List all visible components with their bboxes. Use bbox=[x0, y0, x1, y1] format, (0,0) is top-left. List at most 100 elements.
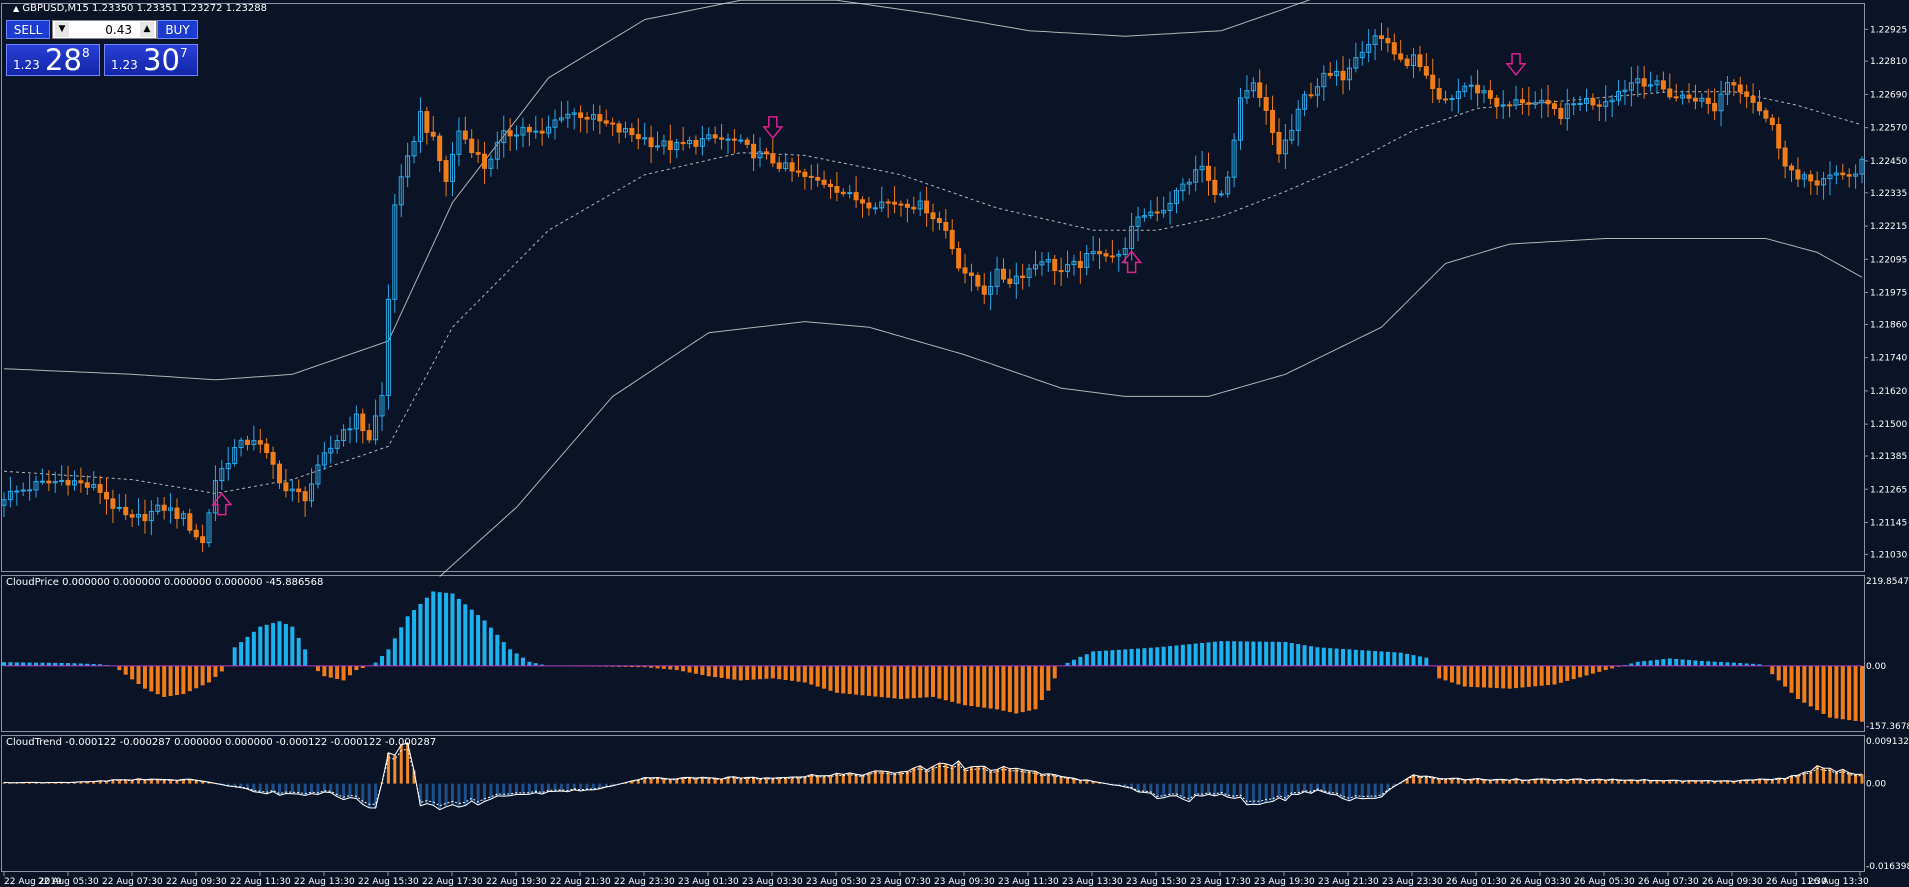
candle-body bbox=[776, 162, 782, 170]
cloudprice-bar bbox=[540, 664, 545, 666]
candle-body bbox=[706, 134, 712, 140]
cloudprice-bar bbox=[770, 665, 775, 679]
y-axis-tick-label: 1.21740 bbox=[1870, 354, 1907, 364]
cloudprice-bar bbox=[975, 665, 980, 707]
cloudprice-bar bbox=[296, 638, 301, 666]
cloudprice-bar bbox=[841, 665, 846, 694]
cloudprice-bar bbox=[59, 662, 64, 666]
candle-body bbox=[1020, 275, 1026, 279]
candle-body bbox=[1558, 107, 1564, 119]
candle-body bbox=[917, 200, 923, 210]
candle-body bbox=[840, 191, 846, 195]
cloudprice-bar bbox=[822, 665, 827, 689]
cloudprice-bar bbox=[251, 631, 256, 666]
cloudprice-bar bbox=[91, 664, 96, 666]
candle-body bbox=[1334, 70, 1340, 76]
cloudprice-bar bbox=[1462, 665, 1467, 687]
cloudprice-bar bbox=[437, 592, 442, 666]
candle-body bbox=[129, 514, 135, 518]
candle-body bbox=[1084, 253, 1090, 268]
cloudprice-bar bbox=[693, 665, 698, 674]
candle-body bbox=[1225, 176, 1231, 195]
buy-button[interactable]: BUY bbox=[157, 20, 198, 39]
candle-body bbox=[1769, 117, 1775, 126]
candle-body bbox=[680, 142, 686, 145]
chevron-down-icon[interactable]: ▼ bbox=[55, 22, 69, 37]
candle-body bbox=[1776, 124, 1782, 149]
candle-body bbox=[244, 439, 250, 445]
x-axis-tick-label: 23 Aug 13:30 bbox=[1062, 877, 1123, 887]
cloudprice-bar bbox=[1142, 648, 1147, 666]
candle-body bbox=[1724, 82, 1730, 95]
candle-body bbox=[1238, 97, 1244, 141]
candle-body bbox=[1635, 78, 1641, 84]
buy-price-button[interactable]: 1.23 30 7 bbox=[104, 44, 198, 76]
cloudprice-bar bbox=[1507, 665, 1512, 689]
main-panel-border bbox=[1, 3, 1865, 572]
lot-size-field[interactable]: ▼ 0.43 ▲ bbox=[52, 20, 157, 39]
buy-price-sup: 7 bbox=[180, 46, 188, 60]
candle-body bbox=[872, 207, 878, 210]
cloudprice-bar bbox=[527, 661, 532, 666]
candle-body bbox=[238, 439, 244, 449]
candle-body bbox=[501, 130, 507, 144]
candle-body bbox=[1680, 94, 1686, 99]
collapse-triangle-icon[interactable]: ▲ bbox=[13, 4, 20, 13]
candle-body bbox=[366, 430, 372, 441]
cloudprice-bar bbox=[963, 665, 968, 706]
cloudprice-bar bbox=[373, 662, 378, 666]
candle-body bbox=[526, 126, 532, 133]
candle-body bbox=[437, 135, 443, 162]
candle-body bbox=[1308, 94, 1314, 97]
cloudprice-bar bbox=[1398, 652, 1403, 666]
candle-body bbox=[885, 201, 891, 204]
sell-button[interactable]: SELL bbox=[6, 20, 50, 39]
candle-body bbox=[1122, 247, 1128, 256]
candle-body bbox=[1795, 169, 1801, 180]
cloudprice-bar bbox=[642, 665, 647, 668]
cloudprice-bar bbox=[1123, 649, 1128, 666]
candle-body bbox=[597, 114, 603, 122]
cloudprice-bar bbox=[200, 665, 205, 686]
x-axis-tick-label: 22 Aug 09:30 bbox=[166, 877, 227, 887]
candle-body bbox=[20, 489, 26, 492]
candle-body bbox=[1039, 261, 1045, 266]
x-axis-tick-label: 26 Aug 05:30 bbox=[1574, 877, 1635, 887]
candle-body bbox=[1327, 72, 1333, 76]
candle-body bbox=[142, 513, 148, 522]
cloudprice-bar bbox=[1853, 665, 1858, 721]
candle-body bbox=[1455, 91, 1461, 99]
candle-body bbox=[334, 440, 340, 449]
cloudprice-bar bbox=[482, 620, 487, 666]
lot-size-value[interactable]: 0.43 bbox=[105, 23, 132, 37]
cloudprice-bar bbox=[1193, 643, 1198, 666]
cloudprice-bar bbox=[239, 642, 244, 666]
candle-body bbox=[1551, 103, 1557, 109]
cloudprice-bar bbox=[1174, 645, 1179, 666]
candle-body bbox=[1013, 275, 1019, 285]
candle-body bbox=[1186, 181, 1192, 185]
cloudprice-bar bbox=[1443, 665, 1448, 681]
sell-price-sup: 8 bbox=[82, 46, 90, 60]
cloudprice-bar bbox=[424, 597, 429, 666]
y-axis-tick-label: 1.21620 bbox=[1870, 387, 1907, 397]
cloudprice-bar bbox=[629, 665, 634, 667]
cloudprice-bar bbox=[1565, 665, 1570, 681]
candle-body bbox=[629, 128, 635, 136]
candle-body bbox=[1577, 102, 1583, 105]
cloudprice-bar bbox=[1161, 646, 1166, 666]
candle-body bbox=[648, 137, 654, 148]
symbol-header: ▲ GBPUSD,M15 1.23350 1.23351 1.23272 1.2… bbox=[13, 3, 267, 14]
candle-body bbox=[1654, 80, 1660, 86]
candle-body bbox=[456, 130, 462, 155]
candle-body bbox=[309, 483, 315, 502]
candle-body bbox=[1840, 172, 1846, 176]
sell-price-button[interactable]: 1.23 28 8 bbox=[6, 44, 100, 76]
chevron-up-icon[interactable]: ▲ bbox=[140, 22, 154, 37]
cloudprice-bar bbox=[264, 624, 269, 666]
cloudprice-bar bbox=[1078, 656, 1083, 666]
cloudprice-bar bbox=[1533, 665, 1538, 687]
candle-body bbox=[360, 413, 366, 432]
cloudprice-bar bbox=[815, 665, 820, 687]
